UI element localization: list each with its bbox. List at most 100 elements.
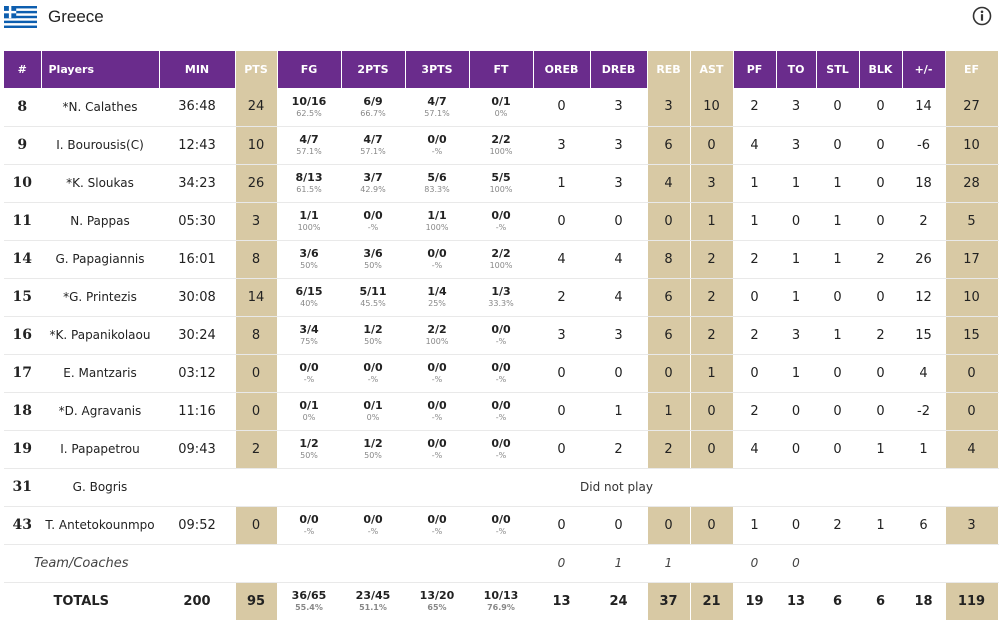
col-header-ft[interactable]: FT <box>469 51 534 88</box>
player-3pts: 0/0 -% <box>405 354 470 393</box>
player-pts: 3 <box>235 202 278 241</box>
col-header-to[interactable]: TO <box>776 51 817 88</box>
player-name[interactable]: *N. Calathes <box>41 88 160 127</box>
team-coaches-empty <box>405 544 470 583</box>
player-fg-percentage: 57.1% <box>296 147 322 156</box>
team-coaches-to: 0 <box>776 544 817 583</box>
player-pm: 6 <box>902 506 946 545</box>
col-header-ef[interactable]: EF <box>945 51 999 88</box>
player-name[interactable]: *D. Agravanis <box>41 392 160 431</box>
player-pf: 1 <box>733 164 777 203</box>
col-header-ast[interactable]: AST <box>690 51 734 88</box>
player-min: 03:12 <box>159 354 236 393</box>
player-name[interactable]: T. Antetokounmpo <box>41 506 160 545</box>
col-header-min[interactable]: MIN <box>159 51 236 88</box>
player-dreb: 3 <box>590 126 648 165</box>
info-circle-icon[interactable] <box>972 6 992 26</box>
player-number: 10 <box>4 164 42 203</box>
team-coaches-empty <box>235 544 278 583</box>
player-blk: 0 <box>859 278 903 317</box>
player-3pts-made-attempted: 2/2 <box>427 323 447 336</box>
player-2pts-made-attempted: 1/2 <box>363 437 383 450</box>
totals-stl: 6 <box>816 582 860 620</box>
col-header-number[interactable]: # <box>4 51 42 88</box>
col-header-reb[interactable]: REB <box>647 51 691 88</box>
player-ft-percentage: 0% <box>494 108 508 118</box>
totals-ef: 119 <box>945 582 999 620</box>
team-coaches-empty <box>902 544 946 583</box>
col-header-pf[interactable]: PF <box>733 51 777 88</box>
player-number: 19 <box>4 430 42 469</box>
player-dreb: 2 <box>590 430 648 469</box>
totals-3pts-percentage: 65% <box>427 603 447 613</box>
player-2pts: 1/2 50% <box>341 316 406 355</box>
player-fg: 10/16 62.5% <box>277 88 342 127</box>
player-min: 34:23 <box>159 164 236 203</box>
team-coaches-row: Team/Coaches 0 1 1 0 0 <box>4 544 999 583</box>
player-2pts: 1/2 50% <box>341 430 406 469</box>
player-row: 14 G. Papagiannis 16:01 8 3/6 50% 3/6 50% 0/0 -% 2… <box>4 240 999 279</box>
player-name[interactable]: *G. Printezis <box>41 278 160 317</box>
col-header-dreb[interactable]: DREB <box>590 51 648 88</box>
player-row: 31 G. Bogris Did not play <box>4 468 999 507</box>
player-fg-made-attempted: 3/4 <box>299 323 319 336</box>
team-name: Greece <box>48 7 104 26</box>
player-2pts-made-attempted: 3/7 <box>363 171 383 184</box>
player-2pts: 4/7 57.1% <box>341 126 406 165</box>
player-3pts-percentage: -% <box>431 375 443 384</box>
player-2pts: 5/11 45.5% <box>341 278 406 317</box>
box-score-table: # Players MIN PTS FG 2PTS 3PTS FT OREB D… <box>4 51 999 620</box>
player-name[interactable]: *K. Sloukas <box>41 164 160 203</box>
player-name[interactable]: G. Papagiannis <box>41 240 160 279</box>
player-pf: 2 <box>733 316 777 355</box>
col-header-players[interactable]: Players <box>41 51 160 88</box>
player-name[interactable]: E. Mantzaris <box>41 354 160 393</box>
player-ef: 17 <box>945 240 999 279</box>
col-header-blk[interactable]: BLK <box>859 51 903 88</box>
col-header-pts[interactable]: PTS <box>235 51 278 88</box>
player-stl: 0 <box>816 126 860 165</box>
player-2pts-made-attempted: 3/6 <box>363 247 383 260</box>
player-ef: 3 <box>945 506 999 545</box>
player-3pts-made-attempted: 0/0 <box>427 133 447 146</box>
player-pf: 2 <box>733 88 777 127</box>
player-ft-made-attempted: 5/5 <box>491 171 511 184</box>
player-fg: 3/4 75% <box>277 316 342 355</box>
player-2pts: 0/0 -% <box>341 506 406 545</box>
col-header-plus-minus[interactable]: +/- <box>902 51 946 88</box>
player-pts: 8 <box>235 240 278 279</box>
player-3pts-percentage: 57.1% <box>424 108 450 118</box>
player-row: 8 *N. Calathes 36:48 24 10/16 62.5% 6/9 66.7% 4/… <box>4 88 999 127</box>
player-min: 12:43 <box>159 126 236 165</box>
player-2pts-made-attempted: 0/0 <box>363 513 383 526</box>
player-stl: 1 <box>816 164 860 203</box>
player-name[interactable]: G. Bogris <box>41 468 160 507</box>
player-oreb: 0 <box>533 506 591 545</box>
col-header-3pts[interactable]: 3PTS <box>405 51 470 88</box>
player-number: 8 <box>4 88 42 127</box>
player-fg: 0/1 0% <box>277 392 342 431</box>
player-row: 18 *D. Agravanis 11:16 0 0/1 0% 0/1 0% 0/0 -% 0/0-… <box>4 392 999 431</box>
player-ef: 10 <box>945 126 999 165</box>
player-fg-percentage: -% <box>303 375 315 384</box>
col-header-stl[interactable]: STL <box>816 51 860 88</box>
player-ef: 27 <box>945 88 999 127</box>
player-min: 09:52 <box>159 506 236 545</box>
player-min: 30:08 <box>159 278 236 317</box>
player-name[interactable]: I. Bourousis(C) <box>41 126 160 165</box>
col-header-2pts[interactable]: 2PTS <box>341 51 406 88</box>
did-not-play-label: Did not play <box>235 468 999 507</box>
player-dreb: 0 <box>590 506 648 545</box>
player-name[interactable]: N. Pappas <box>41 202 160 241</box>
col-header-fg[interactable]: FG <box>277 51 342 88</box>
player-dreb: 3 <box>590 164 648 203</box>
col-header-oreb[interactable]: OREB <box>533 51 591 88</box>
player-number: 31 <box>4 468 42 507</box>
player-reb: 8 <box>647 240 691 279</box>
team-coaches-label: Team/Coaches <box>4 544 160 583</box>
player-name[interactable]: *K. Papanikolaou <box>41 316 160 355</box>
player-2pts: 0/0 -% <box>341 354 406 393</box>
player-name[interactable]: I. Papapetrou <box>41 430 160 469</box>
player-stl: 0 <box>816 430 860 469</box>
player-ft-percentage: 100% <box>489 261 513 270</box>
